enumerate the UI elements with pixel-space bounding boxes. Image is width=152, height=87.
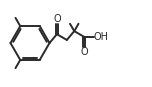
Text: O: O [53, 14, 61, 24]
Text: OH: OH [94, 32, 109, 42]
Text: O: O [80, 47, 88, 57]
